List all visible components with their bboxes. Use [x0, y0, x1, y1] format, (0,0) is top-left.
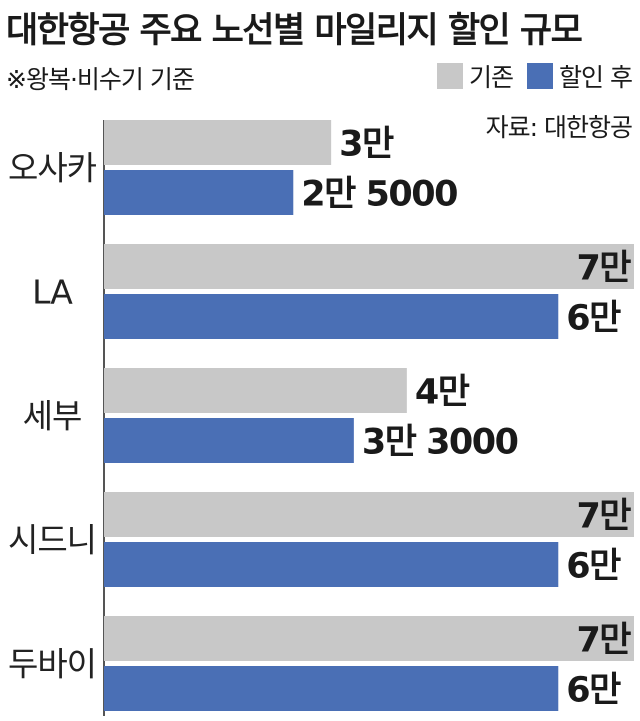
data-label-before: 7만	[576, 497, 631, 537]
bar-after	[104, 294, 559, 339]
bar-before	[104, 616, 634, 661]
data-label-after: 6만	[566, 547, 621, 587]
legend: 기존 할인 후	[437, 58, 633, 94]
legend-item-after: 할인 후	[527, 58, 633, 94]
bar-after	[104, 418, 354, 463]
bar-before	[104, 120, 332, 165]
data-label-before: 7만	[576, 621, 631, 661]
category-label: 오사카	[8, 149, 97, 188]
legend-swatch-before	[437, 63, 464, 89]
category-label: 두바이	[8, 645, 96, 684]
legend-label-after: 할인 후	[559, 63, 633, 92]
category-label: LA	[32, 273, 73, 312]
legend-swatch-after	[527, 63, 554, 89]
bar-after	[104, 542, 559, 587]
chart-source: 자료: 대한항공	[485, 113, 633, 142]
chart-note: ※왕복·비수기 기준	[6, 65, 195, 94]
data-label-after: 6만	[566, 671, 621, 711]
bar-after	[104, 170, 294, 215]
bar-after	[104, 666, 559, 711]
bar-before	[104, 492, 634, 537]
bar-before	[104, 244, 634, 289]
data-label-before: 3만	[339, 125, 394, 165]
category-label: 세부	[23, 397, 82, 436]
category-label: 시드니	[8, 521, 96, 560]
data-label-after: 2만 5000	[301, 175, 457, 215]
legend-item-before: 기존	[437, 58, 514, 94]
chart-title: 대한항공 주요 노선별 마일리지 할인 규모	[6, 11, 583, 51]
data-label-after: 6만	[566, 299, 621, 339]
data-label-after: 3만 3000	[362, 423, 518, 463]
bar-before	[104, 368, 407, 413]
data-label-before: 4만	[415, 373, 470, 413]
legend-label-before: 기존	[469, 63, 514, 92]
data-label-before: 7만	[576, 249, 631, 289]
